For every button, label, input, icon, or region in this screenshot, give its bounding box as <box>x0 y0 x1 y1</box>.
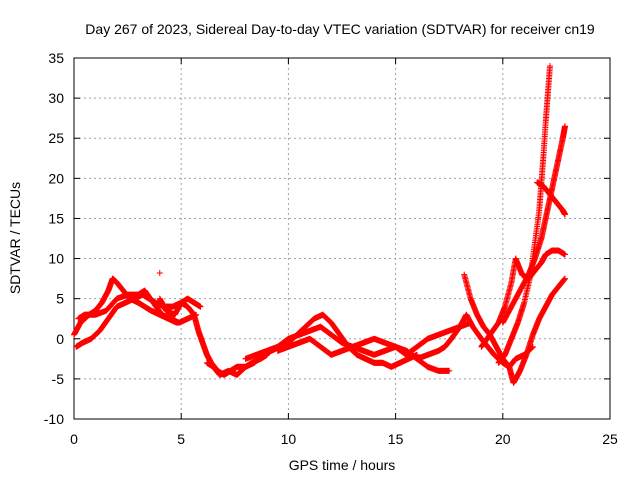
axis-ticks: 0 5 10 15 20 25 -10 -5 0 5 10 15 20 25 30 35 <box>44 50 618 447</box>
data-point <box>546 63 553 70</box>
x-tick-label: 25 <box>602 431 618 447</box>
x-axis-label: GPS time / hours <box>289 457 396 473</box>
y-tick-label: 10 <box>48 251 64 267</box>
y-tick-label: 30 <box>48 90 64 106</box>
y-tick-label: 15 <box>48 210 64 226</box>
x-tick-label: 10 <box>281 431 297 447</box>
y-tick-label: -10 <box>44 411 64 427</box>
grid <box>74 58 610 419</box>
plot-frame <box>73 57 611 420</box>
data-marks <box>71 63 568 386</box>
data-point <box>197 303 204 310</box>
y-tick-label: 5 <box>56 291 64 307</box>
x-tick-label: 0 <box>70 431 78 447</box>
data-point <box>446 367 453 374</box>
x-tick-label: 20 <box>495 431 511 447</box>
y-tick-label: 20 <box>48 170 64 186</box>
data-point <box>156 269 163 276</box>
y-tick-label: 35 <box>48 50 64 66</box>
x-tick-label: 5 <box>177 431 185 447</box>
x-tick-label: 15 <box>388 431 404 447</box>
y-tick-label: 25 <box>48 130 64 146</box>
y-tick-label: -5 <box>52 371 65 387</box>
y-axis-label: SDTVAR / TECUs <box>7 182 23 294</box>
chart-title: Day 267 of 2023, Sidereal Day-to-day VTE… <box>85 21 595 37</box>
y-tick-label: 0 <box>56 331 64 347</box>
